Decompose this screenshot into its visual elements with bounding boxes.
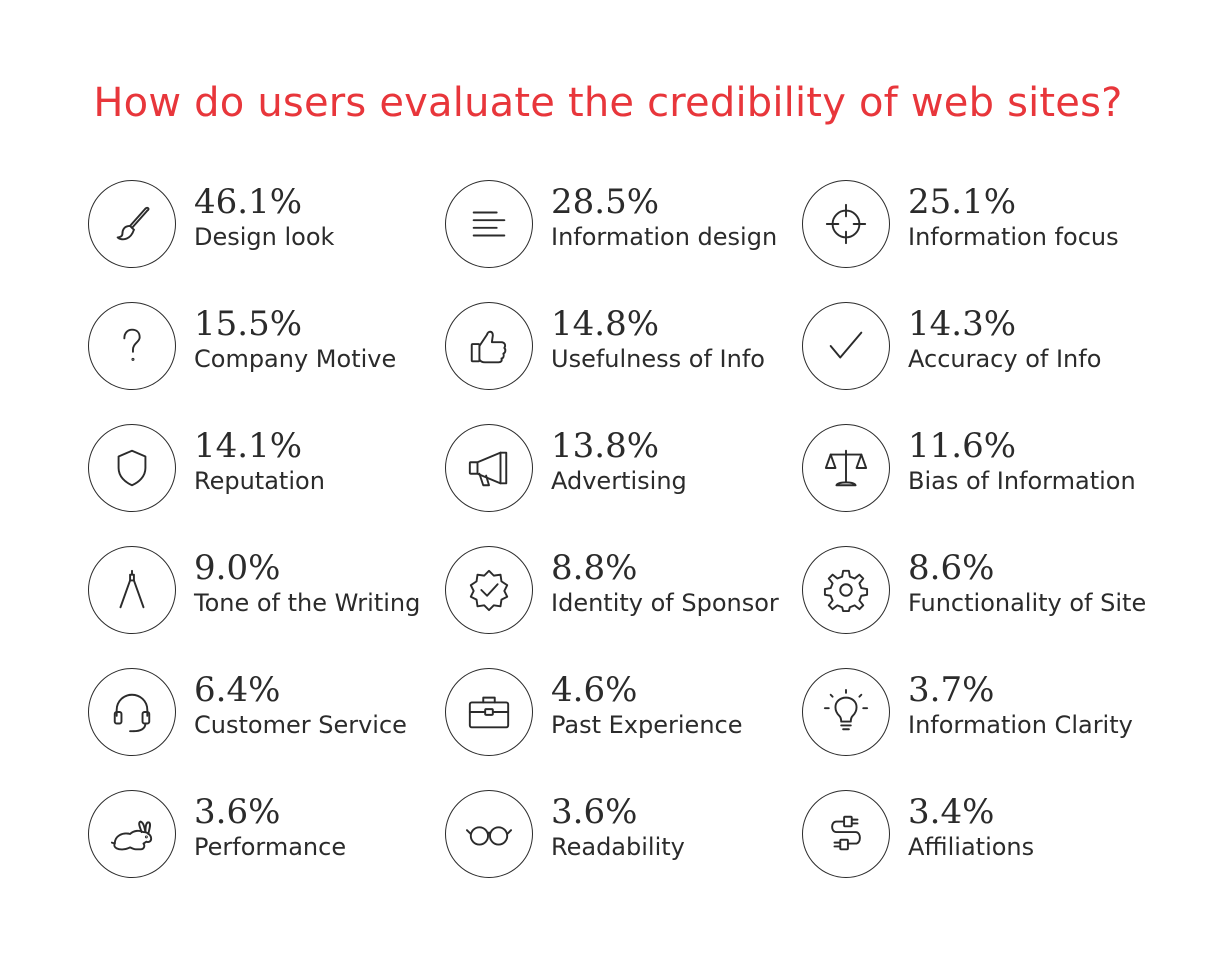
factor-item-past-experience: 4.6% Past Experience <box>445 666 802 788</box>
checkmark-icon <box>802 302 890 390</box>
glasses-icon <box>445 790 533 878</box>
factor-percent: 8.6% <box>908 548 995 588</box>
factor-label: Information focus <box>908 223 1119 251</box>
gear-icon <box>802 546 890 634</box>
factor-percent: 3.6% <box>551 792 638 832</box>
factor-item-performance: 3.6% Performance <box>88 788 445 910</box>
factor-item-information-focus: 25.1% Information focus <box>802 178 1159 300</box>
factor-item-information-clarity: 3.7% Information Clarity <box>802 666 1159 788</box>
factor-percent: 3.6% <box>194 792 281 832</box>
factor-label: Affiliations <box>908 833 1035 861</box>
factor-percent: 14.1% <box>194 426 303 466</box>
page-title: How do users evaluate the credibility of… <box>93 80 1123 126</box>
factor-item-usefulness-of-info: 14.8% Usefulness of Info <box>445 300 802 422</box>
factor-percent: 28.5% <box>551 182 660 222</box>
verified-badge-icon <box>445 546 533 634</box>
factor-label: Reputation <box>194 467 325 495</box>
factor-percent: 3.4% <box>908 792 995 832</box>
briefcase-icon <box>445 668 533 756</box>
question-mark-icon <box>88 302 176 390</box>
megaphone-icon <box>445 424 533 512</box>
factor-item-company-motive: 15.5% Company Motive <box>88 300 445 422</box>
factor-item-design-look: 46.1% Design look <box>88 178 445 300</box>
factor-item-readability: 3.6% Readability <box>445 788 802 910</box>
factor-percent: 4.6% <box>551 670 638 710</box>
text-lines-icon <box>445 180 533 268</box>
factor-item-advertising: 13.8% Advertising <box>445 422 802 544</box>
factor-percent: 9.0% <box>194 548 281 588</box>
factor-label: Accuracy of Info <box>908 345 1102 373</box>
factor-item-affiliations: 3.4% Affiliations <box>802 788 1159 910</box>
factor-label: Customer Service <box>194 711 407 739</box>
factor-label: Performance <box>194 833 347 861</box>
plug-cable-icon <box>802 790 890 878</box>
factor-label: Readability <box>551 833 685 861</box>
factor-label: Identity of Sponsor <box>551 589 779 617</box>
factor-item-bias-of-information: 11.6% Bias of Information <box>802 422 1159 544</box>
factor-percent: 8.8% <box>551 548 638 588</box>
factor-percent: 11.6% <box>908 426 1017 466</box>
factor-label: Information Clarity <box>908 711 1133 739</box>
factor-percent: 13.8% <box>551 426 660 466</box>
rabbit-icon <box>88 790 176 878</box>
factor-label: Tone of the Writing <box>194 589 421 617</box>
factor-item-accuracy-of-info: 14.3% Accuracy of Info <box>802 300 1159 422</box>
factor-label: Information design <box>551 223 778 251</box>
factor-item-identity-of-sponsor: 8.8% Identity of Sponsor <box>445 544 802 666</box>
lightbulb-icon <box>802 668 890 756</box>
factor-label: Usefulness of Info <box>551 345 765 373</box>
compass-icon <box>88 546 176 634</box>
thumbs-up-icon <box>445 302 533 390</box>
factor-percent: 15.5% <box>194 304 303 344</box>
factor-item-customer-service: 6.4% Customer Service <box>88 666 445 788</box>
factor-percent: 46.1% <box>194 182 303 222</box>
factor-item-information-design: 28.5% Information design <box>445 178 802 300</box>
factor-percent: 14.3% <box>908 304 1017 344</box>
factor-percent: 3.7% <box>908 670 995 710</box>
credibility-factors-grid: 46.1% Design look 28.5% Information desi… <box>88 178 1168 910</box>
factor-percent: 25.1% <box>908 182 1017 222</box>
headset-icon <box>88 668 176 756</box>
factor-label: Design look <box>194 223 335 251</box>
shield-icon <box>88 424 176 512</box>
factor-label: Bias of Information <box>908 467 1136 495</box>
factor-percent: 6.4% <box>194 670 281 710</box>
factor-label: Advertising <box>551 467 687 495</box>
factor-label: Functionality of Site <box>908 589 1147 617</box>
scales-icon <box>802 424 890 512</box>
factor-percent: 14.8% <box>551 304 660 344</box>
factor-item-functionality-of-site: 8.6% Functionality of Site <box>802 544 1159 666</box>
factor-item-tone-of-the-writing: 9.0% Tone of the Writing <box>88 544 445 666</box>
crosshair-icon <box>802 180 890 268</box>
factor-label: Past Experience <box>551 711 743 739</box>
factor-item-reputation: 14.1% Reputation <box>88 422 445 544</box>
paintbrush-icon <box>88 180 176 268</box>
factor-label: Company Motive <box>194 345 397 373</box>
